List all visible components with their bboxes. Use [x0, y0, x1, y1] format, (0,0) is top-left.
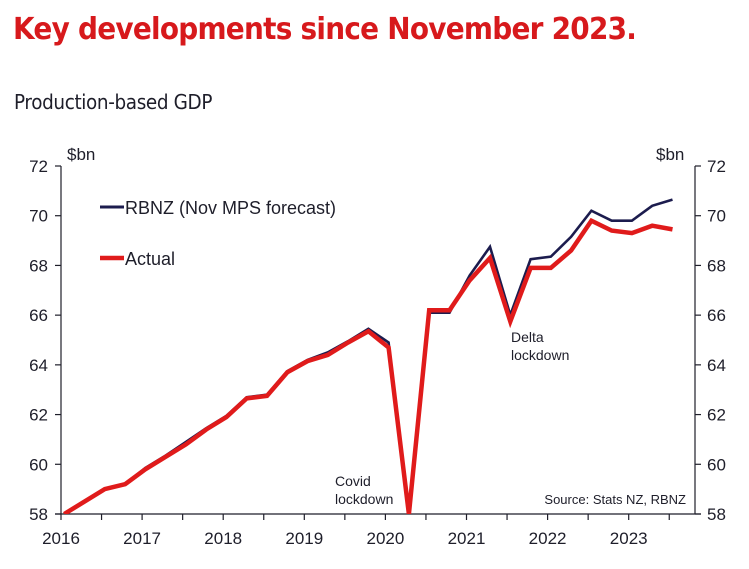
y-tick-label-right: 58: [707, 505, 726, 524]
annotation-delta: Delta lockdown: [511, 329, 569, 363]
y-tick-label-right: 60: [707, 455, 726, 474]
annotation-covid: Covid lockdown: [335, 473, 393, 507]
annotation-delta-line1: Delta: [511, 329, 544, 345]
x-tick-label: 2016: [42, 529, 80, 548]
annotation-covid-line1: Covid: [335, 473, 371, 489]
y-tick-label-left: 64: [29, 356, 48, 375]
y-tick-label-left: 66: [29, 306, 48, 325]
series-layer: [63, 198, 673, 514]
y-tick-label-right: 64: [707, 356, 726, 375]
series-line-actual: [63, 217, 673, 514]
chart-subtitle: Production-based GDP: [14, 90, 213, 114]
y-tick-label-right: 72: [707, 157, 726, 176]
x-tick-label: 2023: [610, 529, 648, 548]
x-tick-label: 2017: [123, 529, 161, 548]
y-tick-label-left: 72: [29, 157, 48, 176]
legend-label-actual: Actual: [125, 249, 175, 269]
page-title: Key developments since November 2023.: [13, 12, 637, 47]
y-tick-label-left: 70: [29, 207, 48, 226]
annotation-covid-line2: lockdown: [335, 491, 393, 507]
y-tick-label-right: 70: [707, 207, 726, 226]
y-tick-label-right: 66: [707, 306, 726, 325]
y-tick-label-left: 58: [29, 505, 48, 524]
series-line-rbnz: [63, 198, 673, 514]
y-tick-label-left: 62: [29, 406, 48, 425]
y-tick-label-right: 68: [707, 256, 726, 275]
legend: RBNZ (Nov MPS forecast) Actual: [100, 198, 336, 269]
x-tick-label: 2020: [366, 529, 404, 548]
x-tick-label: 2019: [285, 529, 323, 548]
y-unit-label-right: $bn: [656, 145, 684, 164]
x-tick-label: 2018: [204, 529, 242, 548]
y-tick-label-left: 60: [29, 455, 48, 474]
annotation-delta-line2: lockdown: [511, 347, 569, 363]
legend-label-rbnz: RBNZ (Nov MPS forecast): [125, 198, 336, 218]
y-tick-label-right: 62: [707, 406, 726, 425]
source-note: Source: Stats NZ, RBNZ: [544, 492, 686, 507]
y-unit-label-left: $bn: [67, 145, 95, 164]
axes: 58 58 60 60 62 62 64 64 66 66 68 68 70 70 72 72 2016 2017…: [29, 157, 726, 548]
x-tick-label: 2021: [448, 529, 486, 548]
y-tick-label-left: 68: [29, 256, 48, 275]
x-tick-label: 2022: [529, 529, 567, 548]
